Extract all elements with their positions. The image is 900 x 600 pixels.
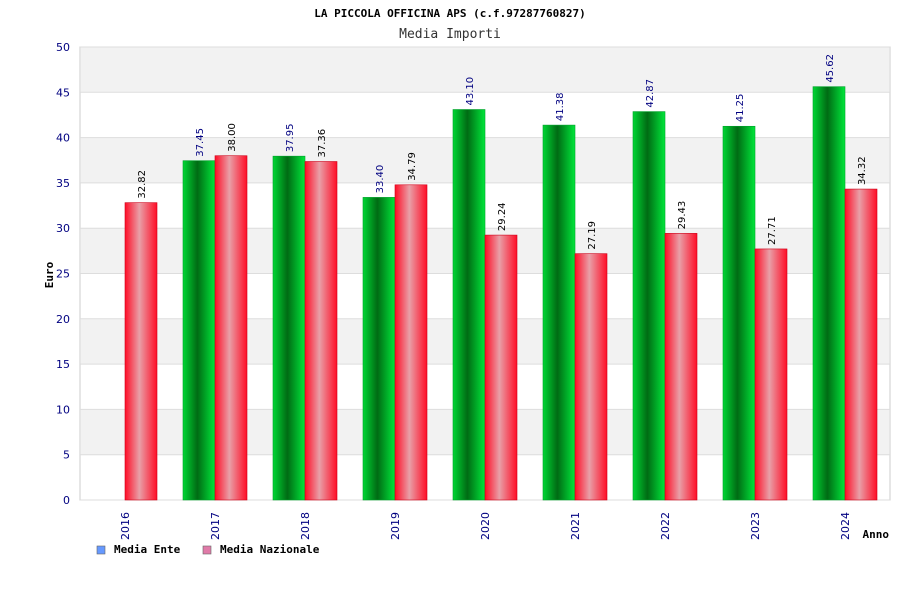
bar-media-ente — [542, 124, 576, 501]
bar-media-nazionale — [214, 155, 248, 501]
value-labels-group: 32.82 37.45 38.00 37.95 37.36 33.40 34.79 43.10… — [137, 54, 868, 250]
bar-media-ente — [272, 155, 306, 501]
legend-swatch — [202, 545, 212, 555]
x-tick-label: 2022 — [659, 512, 672, 540]
x-tick-label: 2017 — [209, 512, 222, 540]
y-tick-labels: 0 5 10 15 20 25 30 35 40 45 50 — [56, 41, 70, 507]
x-tick-label: 2023 — [749, 512, 762, 540]
data-label: 38.00 — [227, 123, 238, 152]
x-tick-label: 2020 — [479, 512, 492, 540]
data-label: 34.79 — [407, 152, 418, 181]
bar-media-nazionale — [304, 161, 338, 501]
data-label: 43.10 — [465, 77, 476, 106]
bar-media-ente — [812, 86, 846, 501]
x-tick-label: 2018 — [299, 512, 312, 540]
data-label: 37.36 — [317, 129, 328, 158]
data-label: 45.62 — [825, 54, 836, 83]
y-tick-label: 20 — [56, 313, 70, 326]
y-tick-label: 30 — [56, 222, 70, 235]
x-tick-label: 2021 — [569, 512, 582, 540]
bar-media-nazionale — [574, 253, 608, 501]
bar-media-nazionale — [664, 233, 698, 501]
data-label: 37.45 — [195, 128, 206, 157]
bar-media-nazionale — [754, 248, 788, 501]
chart-subtitle: Media Importi — [399, 27, 501, 42]
y-tick-label: 10 — [56, 403, 70, 416]
y-tick-label: 40 — [56, 132, 70, 145]
x-tick-label: 2024 — [839, 512, 852, 540]
y-tick-label: 25 — [56, 268, 70, 281]
x-tick-label: 2016 — [119, 512, 132, 540]
data-label: 34.32 — [857, 156, 868, 185]
bar-media-ente — [632, 111, 666, 501]
chart-title: LA PICCOLA OFFICINA APS (c.f.97287760827… — [314, 7, 586, 20]
data-label: 37.95 — [285, 124, 296, 153]
y-axis-label: Euro — [43, 261, 56, 288]
bar-media-nazionale — [844, 188, 878, 501]
bar-media-ente — [452, 109, 486, 501]
bar-media-nazionale — [124, 202, 158, 501]
bars-group — [124, 86, 878, 501]
data-label: 29.24 — [497, 202, 508, 231]
data-label: 41.38 — [555, 92, 566, 121]
y-tick-label: 45 — [56, 86, 70, 99]
data-label: 41.25 — [735, 94, 746, 123]
legend-label: Media Nazionale — [220, 543, 320, 556]
y-tick-label: 5 — [63, 449, 70, 462]
bar-media-nazionale — [394, 184, 428, 501]
y-tick-label: 0 — [63, 494, 70, 507]
bar-media-ente — [182, 160, 216, 501]
data-label: 27.71 — [767, 216, 778, 245]
bar-media-nazionale — [484, 234, 518, 501]
data-label: 33.40 — [375, 165, 386, 194]
y-tick-label: 35 — [56, 177, 70, 190]
bar-media-ente — [362, 197, 396, 501]
x-tick-label: 2019 — [389, 512, 402, 540]
x-tick-labels: 2016 2017 2018 2019 2020 2021 2022 2023 2024 — [119, 512, 852, 540]
grid-band — [81, 47, 889, 93]
data-label: 27.19 — [587, 221, 598, 250]
data-label: 29.43 — [677, 201, 688, 230]
bar-media-ente — [722, 125, 756, 501]
data-label: 42.87 — [645, 79, 656, 108]
legend-swatch — [96, 545, 106, 555]
legend: Media Ente Media Nazionale — [96, 543, 320, 556]
data-label: 32.82 — [137, 170, 148, 199]
y-tick-label: 15 — [56, 358, 70, 371]
y-tick-label: 50 — [56, 41, 70, 54]
x-axis-label: Anno — [863, 528, 890, 541]
legend-label: Media Ente — [114, 543, 181, 556]
